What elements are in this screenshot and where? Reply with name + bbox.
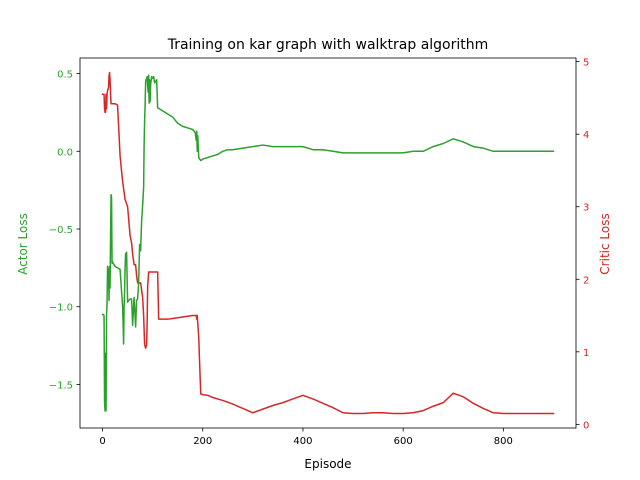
left-y-tick-label: 0.5 — [57, 70, 73, 81]
left-y-tick-label: 0.0 — [57, 147, 73, 158]
right-y-tick-label: 1 — [583, 348, 589, 359]
chart-title: Training on kar graph with walktrap algo… — [167, 37, 489, 53]
right-y-tick-label: 2 — [583, 275, 589, 286]
left-y-tick-label: −1.5 — [49, 380, 73, 391]
x-tick-label: 400 — [293, 436, 312, 447]
right-y-tick-label: 0 — [583, 420, 589, 431]
right-y-tick-label: 5 — [583, 58, 589, 69]
x-tick-label: 0 — [99, 436, 105, 447]
axes: 0 200 400 600 800 −1.5 −1.0 −0.5 0.0 0.5 0 1 2 3 4 5 — [49, 57, 589, 447]
right-y-axis-label: Critic Loss — [598, 213, 612, 274]
right-y-tick-label: 3 — [583, 203, 589, 214]
left-y-tick-label: −0.5 — [49, 225, 73, 236]
left-y-tick-label: −1.0 — [49, 303, 73, 314]
actor-loss-line — [101, 74, 555, 412]
x-tick-label: 200 — [193, 436, 212, 447]
right-y-tick-label: 4 — [583, 130, 589, 141]
critic-loss-line — [101, 71, 555, 415]
left-y-axis-label: Actor Loss — [16, 213, 30, 275]
x-tick-label: 800 — [494, 436, 513, 447]
x-tick-label: 600 — [394, 436, 413, 447]
plot-area — [101, 71, 555, 415]
x-axis-label: Episode — [304, 457, 351, 471]
plot-frame — [79, 57, 577, 429]
